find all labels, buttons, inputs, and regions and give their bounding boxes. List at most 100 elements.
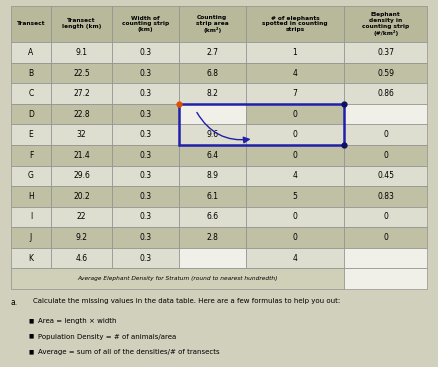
Bar bbox=[179, 145, 246, 166]
Bar bbox=[112, 248, 179, 268]
Bar bbox=[112, 186, 179, 207]
Text: 0.3: 0.3 bbox=[140, 254, 152, 262]
Text: 0: 0 bbox=[383, 151, 388, 160]
Bar bbox=[246, 83, 344, 104]
Text: A: A bbox=[28, 48, 34, 57]
Text: 0.3: 0.3 bbox=[140, 89, 152, 98]
Bar bbox=[344, 83, 427, 104]
Text: a.: a. bbox=[11, 298, 18, 307]
Text: 0.59: 0.59 bbox=[377, 69, 394, 77]
Text: B: B bbox=[28, 69, 34, 77]
Text: 0.3: 0.3 bbox=[140, 110, 152, 119]
Bar bbox=[344, 166, 427, 186]
Text: 0.3: 0.3 bbox=[140, 212, 152, 221]
Bar bbox=[246, 166, 344, 186]
Text: 6.6: 6.6 bbox=[206, 212, 219, 221]
Bar bbox=[344, 207, 427, 227]
Bar bbox=[344, 186, 427, 207]
Text: 21.4: 21.4 bbox=[73, 151, 90, 160]
Text: 22.8: 22.8 bbox=[73, 110, 90, 119]
Bar bbox=[179, 166, 246, 186]
Text: 8.2: 8.2 bbox=[206, 89, 218, 98]
Text: 0.86: 0.86 bbox=[377, 89, 394, 98]
Bar bbox=[344, 248, 427, 268]
Text: 7: 7 bbox=[293, 89, 297, 98]
Text: 0: 0 bbox=[293, 212, 297, 221]
Bar bbox=[179, 83, 246, 104]
Text: 0.3: 0.3 bbox=[140, 151, 152, 160]
Bar bbox=[112, 63, 179, 83]
Bar bbox=[179, 63, 246, 83]
Bar bbox=[11, 63, 51, 83]
Text: H: H bbox=[28, 192, 34, 201]
Bar bbox=[112, 207, 179, 227]
Bar bbox=[344, 63, 427, 83]
Text: 0: 0 bbox=[293, 233, 297, 242]
Text: 32: 32 bbox=[77, 130, 86, 139]
Text: 6.8: 6.8 bbox=[206, 69, 218, 77]
Bar bbox=[179, 124, 246, 145]
Bar bbox=[51, 248, 112, 268]
Text: Area = length × width: Area = length × width bbox=[38, 318, 117, 324]
Bar bbox=[112, 166, 179, 186]
Bar bbox=[179, 227, 246, 248]
Text: Transect: Transect bbox=[17, 21, 45, 26]
Bar bbox=[51, 145, 112, 166]
Text: 0.3: 0.3 bbox=[140, 48, 152, 57]
Text: 9.2: 9.2 bbox=[76, 233, 88, 242]
Text: Transect
length (km): Transect length (km) bbox=[62, 18, 101, 29]
Bar bbox=[11, 248, 51, 268]
Bar bbox=[11, 227, 51, 248]
Text: 4: 4 bbox=[293, 171, 297, 180]
Bar bbox=[344, 268, 427, 289]
Text: 0.37: 0.37 bbox=[377, 48, 394, 57]
Bar bbox=[11, 6, 51, 42]
Bar bbox=[246, 6, 344, 42]
Bar bbox=[344, 42, 427, 63]
Bar bbox=[51, 83, 112, 104]
Bar bbox=[246, 207, 344, 227]
Text: K: K bbox=[28, 254, 33, 262]
Bar bbox=[112, 83, 179, 104]
Text: 9.6: 9.6 bbox=[206, 130, 219, 139]
Text: G: G bbox=[28, 171, 34, 180]
Text: Elephant
density in
counting strip
(#/km²): Elephant density in counting strip (#/km… bbox=[362, 12, 410, 36]
Bar bbox=[51, 166, 112, 186]
Text: 0.3: 0.3 bbox=[140, 130, 152, 139]
Bar bbox=[51, 104, 112, 124]
Text: 0: 0 bbox=[383, 130, 388, 139]
Text: ■: ■ bbox=[28, 349, 34, 354]
Bar bbox=[51, 124, 112, 145]
Text: 20.2: 20.2 bbox=[73, 192, 90, 201]
Bar bbox=[11, 207, 51, 227]
Bar bbox=[11, 268, 344, 289]
Text: 0.3: 0.3 bbox=[140, 69, 152, 77]
Text: 0.45: 0.45 bbox=[377, 171, 394, 180]
Text: 9.1: 9.1 bbox=[76, 48, 88, 57]
Bar bbox=[179, 104, 344, 145]
Bar bbox=[344, 227, 427, 248]
Text: D: D bbox=[28, 110, 34, 119]
Text: C: C bbox=[28, 89, 34, 98]
Text: 0: 0 bbox=[293, 130, 297, 139]
Text: 27.2: 27.2 bbox=[73, 89, 90, 98]
Text: 0.83: 0.83 bbox=[377, 192, 394, 201]
Text: E: E bbox=[28, 130, 33, 139]
Text: 4.6: 4.6 bbox=[76, 254, 88, 262]
Text: Width of
counting strip
(km): Width of counting strip (km) bbox=[122, 15, 169, 32]
Bar bbox=[246, 124, 344, 145]
Text: 1: 1 bbox=[293, 48, 297, 57]
Bar bbox=[246, 227, 344, 248]
Bar bbox=[11, 186, 51, 207]
Text: 0: 0 bbox=[293, 110, 297, 119]
Bar bbox=[51, 186, 112, 207]
Text: 0.3: 0.3 bbox=[140, 233, 152, 242]
Text: 8.9: 8.9 bbox=[206, 171, 218, 180]
Bar bbox=[179, 186, 246, 207]
Bar bbox=[11, 166, 51, 186]
Text: Counting
strip area
(km²): Counting strip area (km²) bbox=[196, 15, 229, 33]
Bar bbox=[11, 124, 51, 145]
Text: 4: 4 bbox=[293, 69, 297, 77]
Text: J: J bbox=[30, 233, 32, 242]
Bar bbox=[112, 42, 179, 63]
